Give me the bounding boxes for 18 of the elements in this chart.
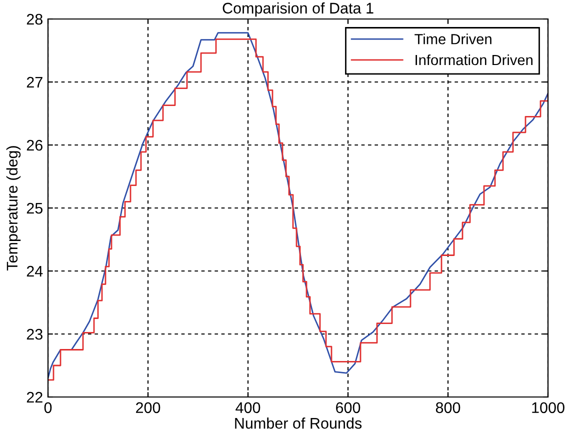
y-tick-label: 24 [26,266,43,277]
x-tick-label: 1000 [532,402,564,414]
y-tick-label: 26 [26,140,42,151]
x-tick-label: 200 [136,402,160,414]
chart-title: Comparision of Data 1 [222,2,374,17]
x-tick-label: 600 [336,402,360,414]
legend-label: Time Driven [414,34,492,44]
y-tick-label: 25 [26,202,42,214]
y-tick-label: 27 [26,76,42,88]
x-tick-label: 400 [236,402,260,414]
y-axis-title: Temperature (deg) [6,146,21,270]
x-tick-label: 0 [44,402,52,414]
x-tick-label: 800 [436,402,460,414]
y-tick-label: 23 [26,328,42,340]
x-axis-title: Number of Rounds [235,417,362,429]
legend-label: Information Driven [416,54,532,66]
y-tick-label: 22 [26,392,42,403]
y-tick-label: 28 [26,14,42,25]
